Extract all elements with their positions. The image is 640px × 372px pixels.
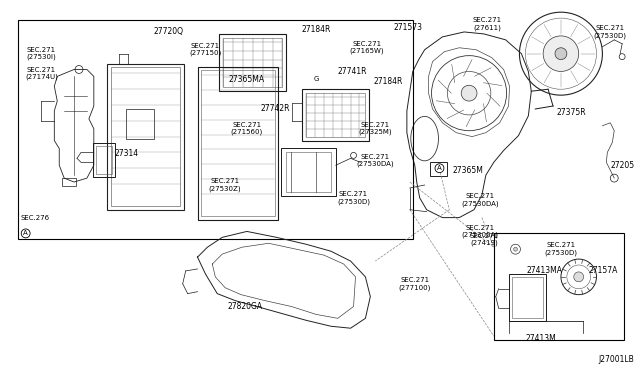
Bar xyxy=(511,277,543,318)
Text: SEC.271
(27530DA): SEC.271 (27530DA) xyxy=(356,154,394,167)
Bar xyxy=(286,153,331,192)
Bar xyxy=(220,34,286,91)
Text: SEC.271
(27530I): SEC.271 (27530I) xyxy=(27,47,56,60)
Text: SEC.271
(27165W): SEC.271 (27165W) xyxy=(349,41,384,54)
Text: A: A xyxy=(437,165,442,171)
Text: 27184R: 27184R xyxy=(373,77,403,86)
Text: G: G xyxy=(314,76,319,82)
Circle shape xyxy=(513,247,518,251)
Text: 27157A: 27157A xyxy=(589,266,618,275)
Text: SEC.271
(277150): SEC.271 (277150) xyxy=(189,43,221,57)
Text: SEC.271
(27530D): SEC.271 (27530D) xyxy=(545,243,577,256)
Text: 27720Q: 27720Q xyxy=(153,28,183,36)
Text: 27413MA: 27413MA xyxy=(526,266,563,275)
Text: SEC.271
(27530D): SEC.271 (27530D) xyxy=(337,191,370,205)
Bar xyxy=(107,64,184,210)
Text: 27742R: 27742R xyxy=(260,105,290,113)
Text: SEC.271
(271560): SEC.271 (271560) xyxy=(231,122,263,135)
Bar xyxy=(111,67,180,206)
Circle shape xyxy=(543,36,579,71)
Bar xyxy=(127,109,154,139)
Bar xyxy=(429,162,447,176)
Text: SEC.271
(27325M): SEC.271 (27325M) xyxy=(358,122,392,135)
Bar xyxy=(93,142,115,177)
Text: 27741R: 27741R xyxy=(338,67,367,76)
Text: SEC.271
(27611): SEC.271 (27611) xyxy=(472,17,501,31)
Text: 27365M: 27365M xyxy=(452,166,483,175)
Text: SEC.271
(27530DA): SEC.271 (27530DA) xyxy=(461,193,499,206)
Text: SEC.276: SEC.276 xyxy=(20,215,49,221)
Circle shape xyxy=(461,85,477,101)
Bar xyxy=(282,148,336,196)
Text: 27205: 27205 xyxy=(611,161,634,170)
Circle shape xyxy=(574,272,584,282)
Bar xyxy=(494,233,624,340)
Text: 271573: 271573 xyxy=(393,22,422,32)
Bar xyxy=(302,89,369,141)
Text: SEC.271
(27530Z): SEC.271 (27530Z) xyxy=(209,178,241,192)
Bar xyxy=(18,20,413,239)
Bar xyxy=(509,274,546,321)
Text: 27820GA: 27820GA xyxy=(227,302,262,311)
Text: SEC.271
(27419): SEC.271 (27419) xyxy=(469,232,499,246)
Bar xyxy=(202,70,275,216)
Text: 27413M: 27413M xyxy=(526,334,557,343)
Text: 27365MA: 27365MA xyxy=(228,75,265,84)
Circle shape xyxy=(555,48,567,60)
Text: SEC.271
(275300A): SEC.271 (275300A) xyxy=(461,225,499,238)
Text: 27375R: 27375R xyxy=(557,108,587,118)
Text: SEC.271
(27530D): SEC.271 (27530D) xyxy=(594,25,627,39)
Bar xyxy=(306,93,365,137)
Bar xyxy=(198,67,278,219)
Text: SEC.271
(277100): SEC.271 (277100) xyxy=(399,277,431,291)
Circle shape xyxy=(21,229,30,238)
Bar xyxy=(223,38,282,87)
Bar xyxy=(96,145,111,174)
Text: J27001LB: J27001LB xyxy=(598,355,634,364)
Bar xyxy=(62,178,76,186)
Text: SEC.271
(27174U): SEC.271 (27174U) xyxy=(25,67,58,80)
Text: 27184R: 27184R xyxy=(301,25,331,35)
Text: 27314: 27314 xyxy=(115,149,139,158)
Text: A: A xyxy=(23,230,28,236)
Circle shape xyxy=(435,164,444,173)
